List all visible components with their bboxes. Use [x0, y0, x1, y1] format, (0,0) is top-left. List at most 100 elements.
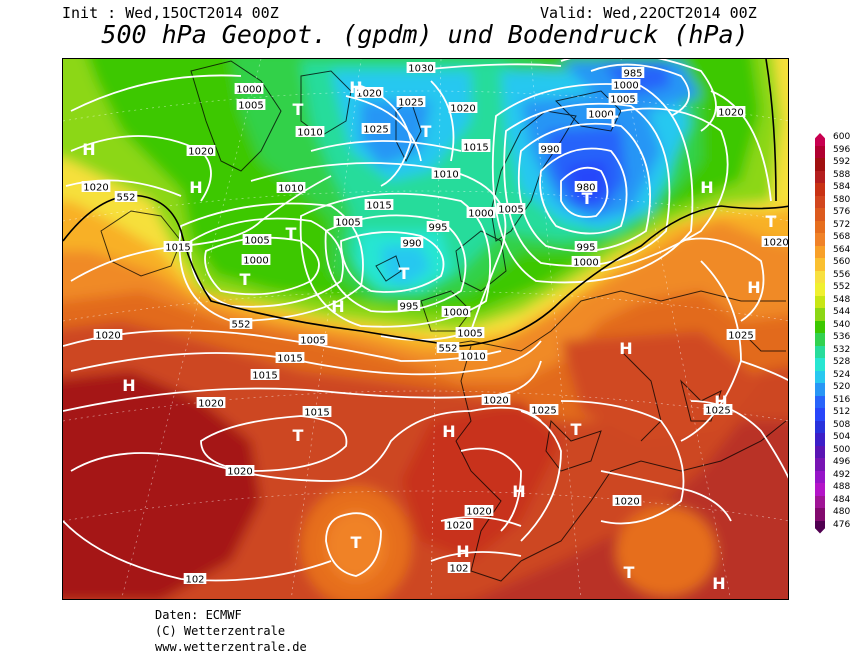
isobar-label-text: 1000: [573, 258, 598, 269]
isobar-label-bg: [333, 216, 363, 227]
isobar-label-text: 1020: [466, 507, 491, 518]
legend-label: 552: [833, 282, 850, 292]
legend-label: 572: [833, 219, 850, 230]
isobar-label: 1000: [466, 207, 496, 220]
isobar-label-bg: [298, 334, 328, 345]
isobar-label-text: 995: [428, 223, 447, 234]
legend-label: 492: [833, 469, 850, 480]
high-pressure-marker: H: [700, 178, 713, 197]
high-pressure-marker: H: [122, 376, 135, 395]
isobar-label-text: 1015: [304, 408, 329, 419]
isobar-label-bg: [447, 562, 471, 573]
credit-website[interactable]: www.wetterzentrale.de: [155, 640, 307, 654]
isobar-label: 102: [183, 573, 207, 586]
legend-swatch: [815, 370, 825, 384]
isobar-label: 1020: [81, 181, 111, 194]
legend-swatch: [815, 470, 825, 484]
legend-label: 588: [833, 169, 850, 180]
legend-swatch: [815, 270, 825, 284]
isobar-label: 1020: [464, 505, 494, 518]
isobar-label: 1020: [716, 106, 746, 119]
high-pressure-marker: H: [619, 339, 632, 358]
isobar-label-text: 1020: [95, 331, 120, 342]
isobar-label-bg: [241, 254, 271, 265]
legend-swatch: [815, 320, 825, 334]
isobar-label-bg: [229, 318, 253, 329]
legend-label: 592: [833, 157, 850, 167]
legend-label: 504: [833, 432, 850, 442]
isobar-label-bg: [250, 369, 280, 380]
isobar-label-bg: [93, 329, 123, 340]
legend-label: 520: [833, 382, 850, 392]
isobar-label-text: 1020: [198, 399, 223, 410]
isobar-label-text: 980: [576, 183, 595, 194]
isobar-label-bg: [196, 397, 226, 408]
high-pressure-marker: H: [456, 542, 469, 561]
isobar-label-bg: [574, 181, 598, 192]
legend-swatch: [815, 208, 825, 221]
legend-swatch: [815, 508, 825, 521]
low-pressure-marker: T: [293, 100, 304, 119]
isobar-label-bg: [571, 256, 601, 267]
coastlines: [100, 60, 787, 582]
isobar-label-bg: [444, 519, 474, 530]
isobar-label-bg: [464, 505, 494, 516]
isobar-label-text: 1020: [763, 238, 788, 249]
low-pressure-marker: T: [571, 420, 582, 439]
legend-swatch: [815, 520, 825, 534]
isobar-label: 552: [114, 191, 138, 204]
legend-swatch: [815, 408, 825, 421]
isobar-label: 1020: [354, 87, 384, 100]
legend-swatch: [815, 158, 825, 171]
legend-swatch: [815, 245, 825, 259]
legend-label: 600: [833, 132, 850, 142]
isobar-label-text: 102: [185, 575, 204, 586]
legend-label: 532: [833, 344, 850, 355]
isobar-label-text: 102: [449, 564, 468, 575]
isobar-label-text: 1010: [433, 170, 458, 181]
isobar-label-text: 1010: [297, 128, 322, 139]
isobar-label-bg: [242, 234, 272, 245]
isobar-label-text: 1015: [366, 201, 391, 212]
isobar-label: 1005: [455, 327, 485, 340]
isobar-label: 1025: [529, 404, 559, 417]
isobar-label-bg: [496, 203, 526, 214]
isobar-label-text: 1020: [450, 104, 475, 115]
isobar-label-bg: [183, 573, 207, 584]
isobar-label: 1000: [571, 256, 601, 269]
isobar-label-text: 1005: [300, 336, 325, 347]
credit-data: Daten: ECMWF: [155, 608, 242, 622]
isobar-label: 1020: [481, 394, 511, 407]
isobar-label: 1015: [250, 369, 280, 382]
isobar-label: 1000: [441, 306, 471, 319]
isobar-label-bg: [612, 495, 642, 506]
legend-label: 596: [833, 144, 850, 155]
legend-label: 512: [833, 407, 850, 417]
isobar-label: 995: [574, 241, 598, 254]
isobar-label-text: 1020: [483, 396, 508, 407]
isobar-label-text: 1015: [463, 143, 488, 154]
isobar-label-bg: [726, 329, 756, 340]
isobar-label: 1015: [163, 241, 193, 254]
legend-swatch: [815, 358, 825, 371]
legend-swatch: [815, 170, 825, 184]
legend-label: 536: [833, 332, 850, 342]
low-pressure-marker: T: [608, 112, 619, 131]
legend-swatch: [815, 345, 825, 359]
isobar-label-bg: [163, 241, 193, 252]
chart-title: 500 hPa Geopot. (gpdm) und Bodendruck (h…: [101, 20, 749, 49]
legend-label: 548: [833, 294, 850, 305]
legend-label: 508: [833, 419, 850, 430]
isobar-label-bg: [275, 352, 305, 363]
isobar-label-text: 995: [576, 243, 595, 254]
low-pressure-marker: T: [351, 533, 362, 552]
low-pressure-marker: T: [766, 212, 777, 231]
isobar-label-text: 1005: [244, 236, 269, 247]
legend-swatch: [815, 383, 825, 396]
isobar-label: 990: [400, 237, 424, 250]
legend-label: 524: [833, 369, 850, 380]
isobar-label: 1020: [196, 397, 226, 410]
isobar-label: 1020: [444, 519, 474, 532]
isobar-label-bg: [458, 350, 488, 361]
low-pressure-marker: T: [624, 563, 635, 582]
